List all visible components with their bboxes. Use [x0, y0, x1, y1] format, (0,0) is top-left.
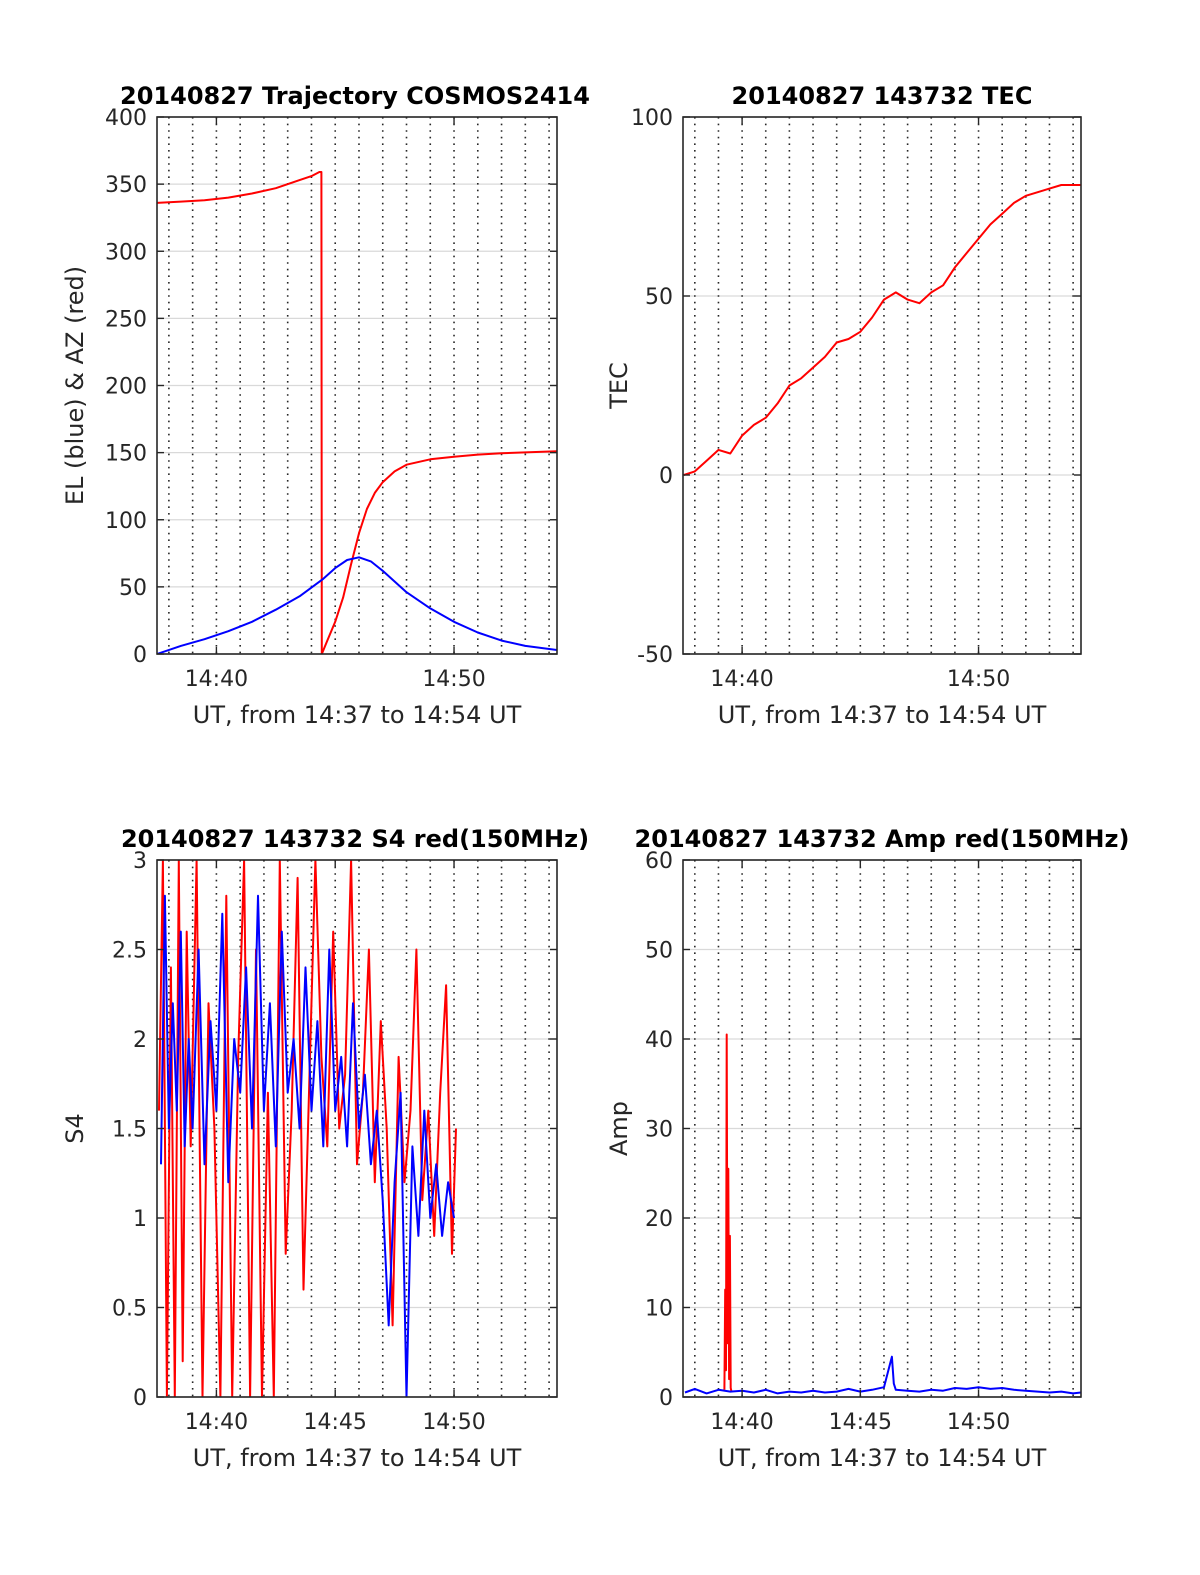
- y-tick-label: -50: [637, 643, 673, 668]
- x-tick-label: 14:40: [710, 667, 773, 692]
- plot-area: [683, 117, 1081, 654]
- y-tick-label: 100: [631, 106, 673, 131]
- panel-1: 0 50 100 150 200 250 300 350 400 14:40 14:50 201408…: [61, 82, 590, 729]
- series-line-red: [157, 171, 557, 654]
- series-line-blue: [157, 556, 557, 654]
- x-axis-label: UT, from 14:37 to 14:54 UT: [193, 701, 522, 729]
- y-tick-label: 0: [133, 1386, 147, 1411]
- x-tick-label: 14:45: [829, 1410, 892, 1435]
- panel-4: 0 10 20 30 40 50 60 14:40 14:45 14:50 20140827 143…: [605, 825, 1129, 1472]
- x-tick-label: 14:50: [422, 667, 485, 692]
- x-axis-label: UT, from 14:37 to 14:54 UT: [718, 1444, 1047, 1472]
- x-tick-label: 14:40: [185, 667, 248, 692]
- y-tick-label: 60: [645, 849, 673, 874]
- y-axis-label: S4: [61, 1113, 89, 1144]
- chart-title: 20140827 143732 S4 red(150MHz): [121, 825, 589, 853]
- y-tick-label: 50: [645, 285, 673, 310]
- chart-title: 20140827 143732 Amp red(150MHz): [635, 825, 1130, 853]
- panel-3: 0 0.5 1 1.5 2 2.5 3 14:40 14:45 14:50 20140827 143…: [61, 825, 589, 1472]
- y-tick-label: 50: [645, 939, 673, 964]
- x-tick-label: 14:40: [710, 1410, 773, 1435]
- y-tick-label: 250: [105, 307, 147, 332]
- y-tick-label: 350: [105, 173, 147, 198]
- y-tick-label: 0: [659, 1386, 673, 1411]
- y-tick-label: 2.5: [112, 939, 147, 964]
- y-axis-label: Amp: [605, 1101, 633, 1156]
- series-line-red: [723, 1033, 733, 1392]
- series-line-red: [683, 184, 1081, 476]
- y-tick-label: 1: [133, 1207, 147, 1232]
- y-tick-label: 0: [659, 464, 673, 489]
- y-axis-label: TEC: [605, 362, 633, 410]
- y-tick-label: 40: [645, 1028, 673, 1053]
- x-tick-label: 14:40: [185, 1410, 248, 1435]
- y-tick-label: 400: [105, 106, 147, 131]
- y-tick-label: 3: [133, 849, 147, 874]
- x-tick-label: 14:50: [947, 667, 1010, 692]
- y-tick-label: 1.5: [112, 1118, 147, 1143]
- axes-frame: [682, 116, 1082, 655]
- y-tick-label: 100: [105, 509, 147, 534]
- panel-2: -50 0 50 100 14:40 14:50 20140827 143732 TEC UT…: [605, 82, 1082, 729]
- x-tick-label: 14:50: [422, 1410, 485, 1435]
- series-line-blue: [160, 894, 455, 1397]
- y-tick-label: 150: [105, 442, 147, 467]
- y-tick-label: 50: [119, 576, 147, 601]
- y-tick-label: 300: [105, 240, 147, 265]
- y-tick-label: 2: [133, 1028, 147, 1053]
- y-tick-label: 200: [105, 375, 147, 400]
- y-tick-label: 30: [645, 1118, 673, 1143]
- series-line-blue: [684, 1355, 1081, 1395]
- chart-title: 20140827 143732 TEC: [732, 82, 1033, 110]
- y-tick-label: 20: [645, 1207, 673, 1232]
- chart-title: 20140827 Trajectory COSMOS2414: [120, 82, 590, 110]
- y-tick-label: 0.5: [112, 1297, 147, 1322]
- x-tick-label: 14:45: [304, 1410, 367, 1435]
- y-tick-label: 0: [133, 643, 147, 668]
- x-tick-label: 14:50: [947, 1410, 1010, 1435]
- y-tick-label: 10: [645, 1297, 673, 1322]
- x-axis-label: UT, from 14:37 to 14:54 UT: [718, 701, 1047, 729]
- y-axis-label: EL (blue) & AZ (red): [61, 266, 89, 505]
- x-axis-label: UT, from 14:37 to 14:54 UT: [193, 1444, 522, 1472]
